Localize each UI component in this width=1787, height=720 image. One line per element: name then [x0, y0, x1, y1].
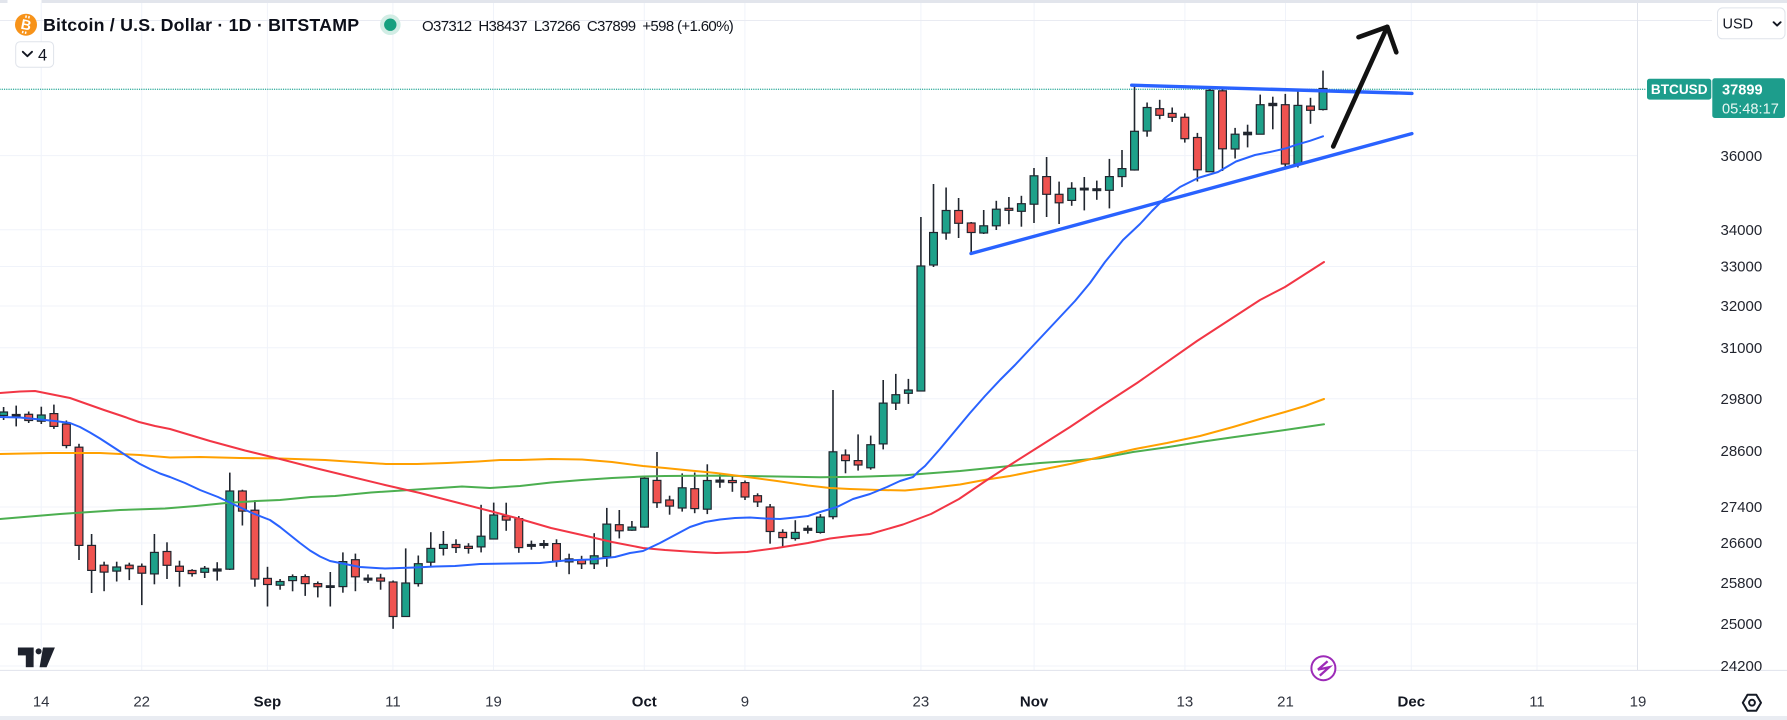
svg-text:32000: 32000	[1721, 298, 1763, 315]
svg-text:31000: 31000	[1721, 340, 1763, 357]
svg-text:37899: 37899	[1722, 82, 1763, 98]
svg-text:27400: 27400	[1721, 499, 1763, 516]
svg-text:05:48:17: 05:48:17	[1722, 102, 1779, 118]
svg-text:O37312 H38437 L37266 C37899 +5: O37312 H38437 L37266 C37899 +598 (+1.60%…	[422, 18, 734, 35]
svg-text:B: B	[19, 17, 32, 35]
svg-text:Bitcoin / U.S. Dollar · 1D · B: Bitcoin / U.S. Dollar · 1D · BITSTAMP	[43, 15, 359, 35]
svg-text:22: 22	[133, 694, 150, 711]
svg-text:9: 9	[741, 694, 749, 711]
svg-text:28600: 28600	[1721, 443, 1763, 460]
svg-text:25800: 25800	[1721, 575, 1763, 592]
svg-text:Dec: Dec	[1398, 694, 1426, 711]
svg-text:13: 13	[1177, 694, 1194, 711]
svg-text:Sep: Sep	[254, 694, 282, 711]
svg-text:USD: USD	[1723, 17, 1754, 33]
svg-text:11: 11	[385, 694, 401, 711]
svg-text:Nov: Nov	[1020, 694, 1049, 711]
svg-text:4: 4	[38, 46, 47, 64]
svg-text:19: 19	[485, 694, 502, 711]
svg-text:36000: 36000	[1721, 148, 1763, 165]
svg-text:23: 23	[913, 694, 930, 711]
svg-text:19: 19	[1630, 694, 1647, 711]
svg-text:BTCUSD: BTCUSD	[1651, 82, 1708, 97]
svg-text:25000: 25000	[1721, 616, 1763, 633]
svg-text:33000: 33000	[1721, 259, 1763, 276]
svg-text:34000: 34000	[1721, 222, 1763, 239]
svg-text:11: 11	[1529, 694, 1545, 711]
svg-text:24200: 24200	[1721, 658, 1763, 675]
svg-text:26600: 26600	[1721, 535, 1763, 552]
svg-text:21: 21	[1277, 694, 1294, 711]
svg-text:14: 14	[33, 694, 50, 711]
svg-text:Oct: Oct	[632, 694, 657, 711]
svg-text:29800: 29800	[1721, 391, 1763, 408]
